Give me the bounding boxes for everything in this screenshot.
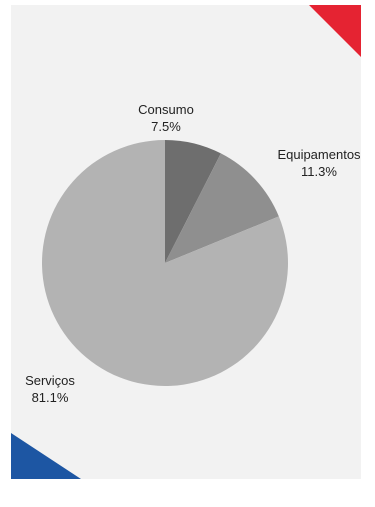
slice-label-value: 7.5% [151,119,181,134]
slice-label-value: 11.3% [301,164,337,179]
slice-label-consumo: Consumo 7.5% [134,101,198,135]
slice-label-equipamentos: Equipamentos 11.3% [267,146,361,180]
slice-label-name: Serviços [25,373,75,388]
pie-slice-equipamentos [165,153,279,263]
corner-decoration-bottom-left [11,433,81,479]
slice-label-value: 81.1% [31,390,69,405]
pie-chart [42,140,289,386]
pie-slice-consumo [165,140,221,263]
chart-card: Consumo 7.5% Equipamentos 11.3% Serviços… [11,5,361,479]
pie-slice-servi-os [42,140,289,386]
slice-label-name: Equipamentos [277,147,361,162]
slice-label-name: Consumo [138,102,194,117]
corner-decoration-top-right [309,5,361,57]
slice-label-servicos: Serviços 81.1% [13,372,87,406]
